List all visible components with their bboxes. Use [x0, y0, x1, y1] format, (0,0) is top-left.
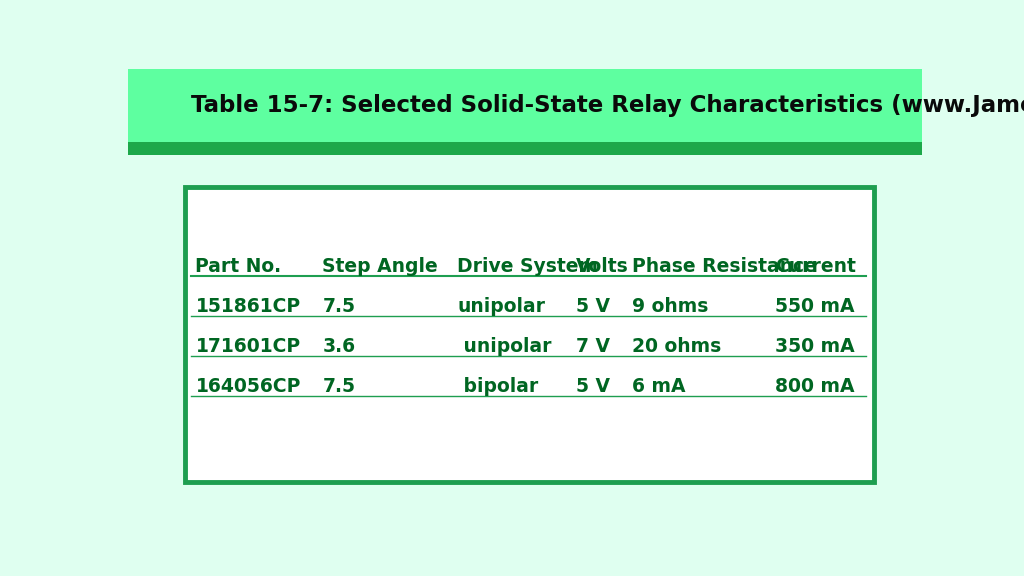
Text: 350 mA: 350 mA: [775, 337, 854, 356]
Text: Drive System: Drive System: [458, 257, 598, 276]
Text: 171601CP: 171601CP: [196, 337, 301, 356]
Text: Step Angle: Step Angle: [323, 257, 438, 276]
FancyBboxPatch shape: [185, 187, 873, 482]
Text: 7.5: 7.5: [323, 377, 355, 396]
Text: Phase Resistance: Phase Resistance: [632, 257, 817, 276]
Text: 7 V: 7 V: [577, 337, 610, 356]
Bar: [128, 69, 922, 142]
Text: 9 ohms: 9 ohms: [632, 297, 709, 316]
Text: Part No.: Part No.: [196, 257, 282, 276]
Text: Volts: Volts: [577, 257, 629, 276]
Text: 20 ohms: 20 ohms: [632, 337, 721, 356]
Text: 7.5: 7.5: [323, 297, 355, 316]
Text: 6 mA: 6 mA: [632, 377, 685, 396]
Text: bipolar: bipolar: [458, 377, 539, 396]
Bar: [128, 142, 922, 155]
Text: 3.6: 3.6: [323, 337, 355, 356]
Text: Table 15-7: Selected Solid-State Relay Characteristics (www.Jameco.com): Table 15-7: Selected Solid-State Relay C…: [191, 94, 1024, 117]
Text: Current: Current: [775, 257, 856, 276]
Text: 5 V: 5 V: [577, 377, 610, 396]
Text: 151861CP: 151861CP: [196, 297, 301, 316]
Text: 800 mA: 800 mA: [775, 377, 854, 396]
Text: unipolar: unipolar: [458, 337, 552, 356]
Text: 164056CP: 164056CP: [196, 377, 301, 396]
Text: 5 V: 5 V: [577, 297, 610, 316]
Text: 550 mA: 550 mA: [775, 297, 854, 316]
Text: unipolar: unipolar: [458, 297, 546, 316]
